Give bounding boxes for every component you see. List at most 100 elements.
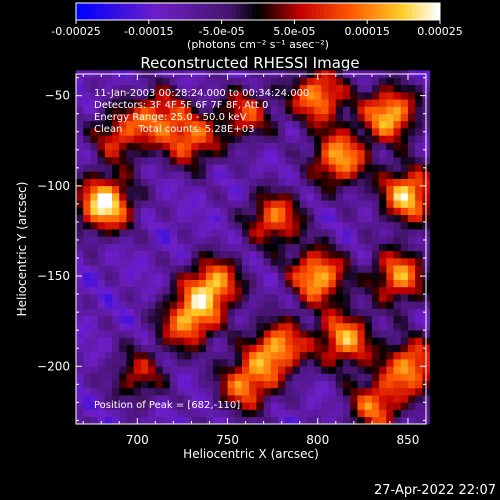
heatmap-cell <box>220 113 228 122</box>
heatmap-cell <box>241 416 250 425</box>
heatmap-cell <box>220 229 228 237</box>
heatmap-cell <box>169 128 178 136</box>
heatmap-cell <box>364 258 373 266</box>
heatmap-cell <box>162 221 171 230</box>
heatmap-cell <box>249 84 257 93</box>
heatmap-cell <box>140 113 149 122</box>
colorbar-cell <box>128 3 133 20</box>
heatmap-cell <box>83 395 91 403</box>
heatmap-cell <box>299 171 308 179</box>
heatmap-cell <box>104 214 113 223</box>
heatmap-cell <box>292 250 301 259</box>
heatmap-cell <box>83 207 91 216</box>
heatmap-cell <box>191 229 199 237</box>
heatmap-cell <box>386 106 394 114</box>
heatmap-cell <box>270 164 279 172</box>
heatmap-cell <box>400 402 409 410</box>
heatmap-cell <box>76 315 84 324</box>
heatmap-cell <box>400 207 409 216</box>
heatmap-cell <box>386 185 394 194</box>
heatmap-cell <box>379 142 387 151</box>
heatmap-cell <box>364 359 373 367</box>
heatmap-cell <box>263 279 272 288</box>
colorbar-tick-label: 0.00025 <box>417 25 463 38</box>
heatmap-cell <box>177 402 185 410</box>
heatmap-cell <box>184 243 192 252</box>
heatmap-cell <box>191 135 199 143</box>
heatmap-cell <box>76 322 84 331</box>
heatmap-cell <box>249 322 257 331</box>
heatmap-cell <box>169 229 178 237</box>
heatmap-cell <box>90 185 98 194</box>
heatmap-cell <box>162 92 171 100</box>
heatmap-cell <box>278 135 286 143</box>
heatmap-cell <box>393 135 402 143</box>
heatmap-cell <box>76 279 84 288</box>
heatmap-cell <box>357 416 365 425</box>
heatmap-cell <box>76 200 84 208</box>
heatmap-cell <box>126 301 135 309</box>
heatmap-cell <box>234 359 243 367</box>
heatmap-cell <box>393 236 402 244</box>
heatmap-cell <box>213 120 221 129</box>
heatmap-cell <box>379 193 387 201</box>
heatmap-cell <box>263 214 272 223</box>
heatmap-cell <box>83 193 91 201</box>
colorbar-cell <box>184 3 189 20</box>
heatmap-cell <box>249 128 257 136</box>
heatmap-cell <box>400 135 409 143</box>
heatmap-cell <box>292 99 301 107</box>
heatmap-cell <box>162 344 171 353</box>
heatmap-cell <box>357 193 365 201</box>
heatmap-cell <box>155 236 163 244</box>
heatmap-cell <box>343 258 351 266</box>
heatmap-cell <box>270 272 279 280</box>
heatmap-cell <box>285 171 293 179</box>
heatmap-cell <box>256 99 264 107</box>
heatmap-cell <box>133 142 142 151</box>
heatmap-cell <box>227 156 236 165</box>
heatmap-cell <box>241 149 250 158</box>
heatmap-cell <box>205 200 214 208</box>
colorbar-cell <box>88 3 93 20</box>
heatmap-cell <box>104 279 113 288</box>
heatmap-cell <box>90 337 98 345</box>
heatmap-cell <box>278 156 286 165</box>
heatmap-cell <box>299 84 308 93</box>
heatmap-cell <box>198 142 207 151</box>
heatmap-cell <box>306 171 315 179</box>
heatmap-cell <box>205 229 214 237</box>
colorbar-cell <box>428 3 433 20</box>
heatmap-cell <box>299 308 308 317</box>
heatmap-cell <box>104 395 113 403</box>
colorbar-cell <box>240 3 245 20</box>
heatmap-cell <box>357 315 365 324</box>
heatmap-cell <box>184 402 192 410</box>
heatmap-cell <box>314 272 322 280</box>
heatmap-cell <box>299 185 308 194</box>
heatmap-cell <box>407 120 416 129</box>
heatmap-cell <box>364 164 373 172</box>
heatmap-cell <box>314 409 322 418</box>
colorbar-cell <box>436 3 441 20</box>
heatmap-cell <box>104 99 113 107</box>
heatmap-cell <box>234 135 243 143</box>
heatmap-cell <box>90 301 98 309</box>
heatmap-cell <box>314 294 322 302</box>
heatmap-cell <box>415 113 423 122</box>
heatmap-cell <box>343 416 351 425</box>
heatmap-cell <box>241 308 250 317</box>
heatmap-cell <box>241 77 250 86</box>
heatmap-cell <box>148 142 156 151</box>
heatmap-cell <box>205 142 214 151</box>
heatmap-cell <box>104 120 113 129</box>
heatmap-cell <box>285 258 293 266</box>
heatmap-cell <box>191 395 199 403</box>
colorbar-cell <box>260 3 265 20</box>
heatmap-cell <box>306 92 315 100</box>
heatmap-cell <box>306 301 315 309</box>
heatmap-cell <box>148 243 156 252</box>
heatmap-cell <box>140 315 149 324</box>
heatmap-cell <box>314 344 322 353</box>
heatmap-cell <box>83 322 91 331</box>
